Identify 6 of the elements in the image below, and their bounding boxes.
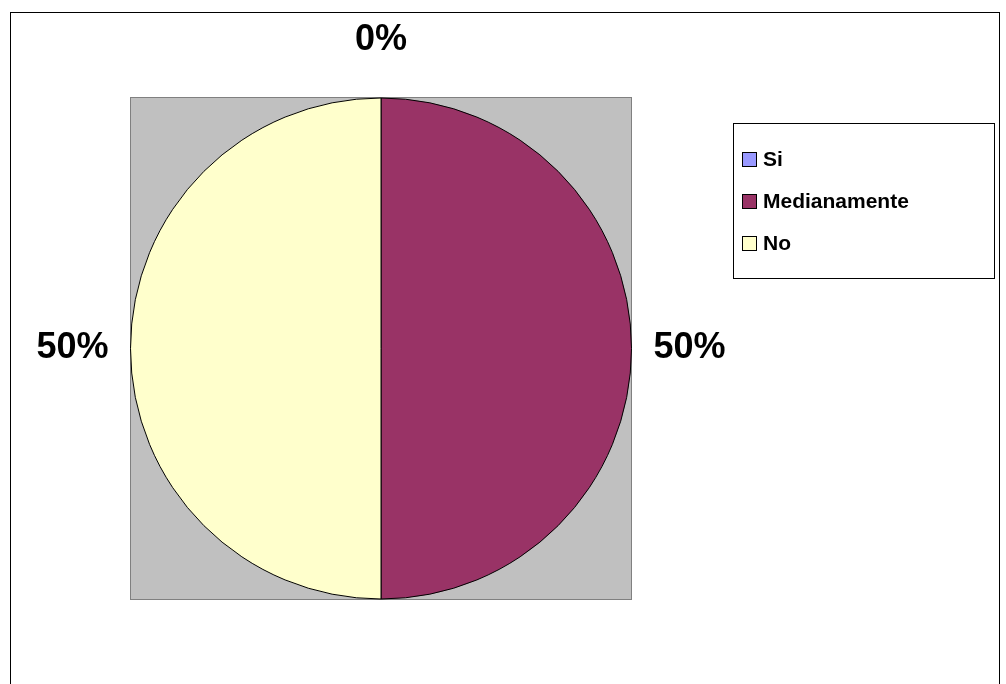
- legend-label: Medianamente: [763, 189, 909, 213]
- text: 0%: [354, 16, 408, 58]
- legend-label: Si: [763, 147, 783, 171]
- legend-label: No: [763, 231, 791, 255]
- data-label: 50%: [653, 325, 726, 367]
- data-label: 50%: [36, 325, 109, 367]
